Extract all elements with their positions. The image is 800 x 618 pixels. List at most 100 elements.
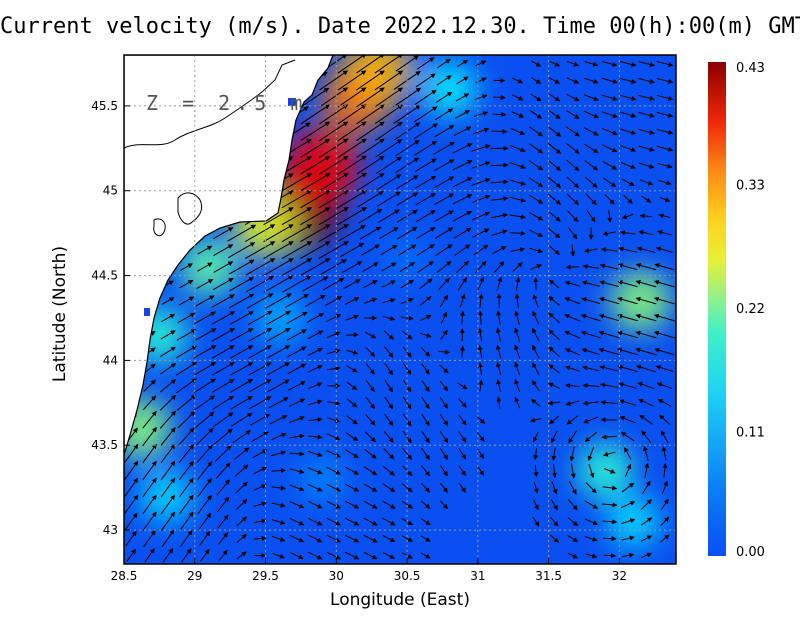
velocity-arrow xyxy=(617,296,638,305)
velocity-arrow xyxy=(653,313,675,322)
velocity-arrow xyxy=(252,449,268,459)
velocity-arrow xyxy=(490,179,509,185)
velocity-arrow xyxy=(621,518,636,525)
velocity-arrow xyxy=(618,382,637,389)
velocity-arrow xyxy=(419,314,432,322)
velocity-arrow xyxy=(326,534,341,543)
velocity-arrow xyxy=(531,60,542,67)
velocity-arrow xyxy=(337,155,367,175)
velocity-arrow xyxy=(281,207,313,226)
velocity-arrow xyxy=(471,161,491,169)
velocity-arrow xyxy=(662,463,668,478)
velocity-arrow xyxy=(337,121,367,142)
colorbar-tick-label: 0.11 xyxy=(736,426,765,441)
velocity-arrow xyxy=(638,94,655,101)
velocity-arrow xyxy=(199,530,211,546)
velocity-arrow xyxy=(551,447,557,461)
velocity-arrow xyxy=(656,77,674,84)
velocity-arrow xyxy=(433,159,455,172)
velocity-arrow xyxy=(585,482,597,494)
velocity-arrow xyxy=(383,330,394,340)
velocity-arrow xyxy=(512,262,523,272)
velocity-arrow xyxy=(365,363,375,375)
velocity-arrow xyxy=(567,499,578,511)
velocity-arrow xyxy=(384,413,394,427)
velocity-arrow xyxy=(439,465,448,477)
y-tick-label: 44 xyxy=(103,353,118,367)
velocity-arrow xyxy=(658,179,672,186)
velocity-arrow xyxy=(600,399,618,405)
velocity-arrow xyxy=(477,276,485,291)
velocity-arrow xyxy=(142,395,157,411)
velocity-arrow xyxy=(363,551,378,560)
velocity-arrow xyxy=(636,364,656,373)
velocity-arrow xyxy=(551,481,558,495)
velocity-arrow xyxy=(193,311,217,325)
velocity-arrow xyxy=(289,534,305,543)
velocity-arrow xyxy=(568,481,577,495)
velocity-arrow xyxy=(300,258,331,276)
velocity-arrow xyxy=(253,518,267,524)
velocity-arrow xyxy=(346,398,358,408)
velocity-arrow xyxy=(620,161,636,169)
velocity-arrow xyxy=(509,179,526,186)
velocity-arrow xyxy=(455,93,470,102)
velocity-arrow xyxy=(419,332,432,338)
velocity-arrow xyxy=(229,293,255,309)
velocity-arrow xyxy=(400,279,415,289)
velocity-arrow xyxy=(532,344,540,359)
velocity-arrow xyxy=(337,104,367,125)
velocity-arrow xyxy=(532,431,539,443)
velocity-arrow xyxy=(361,244,380,256)
velocity-arrow xyxy=(435,91,453,103)
velocity-arrow xyxy=(477,448,485,459)
velocity-arrow xyxy=(602,519,618,525)
velocity-arrow xyxy=(414,140,438,156)
velocity-arrow xyxy=(472,228,490,238)
velocity-arrow xyxy=(457,382,468,390)
velocity-arrow xyxy=(248,396,272,410)
velocity-arrow xyxy=(477,310,483,325)
velocity-arrow xyxy=(215,462,231,479)
velocity-arrow xyxy=(621,482,635,493)
velocity-arrow xyxy=(642,480,651,495)
velocity-arrow xyxy=(587,446,595,462)
velocity-arrow xyxy=(620,128,637,135)
velocity-arrow xyxy=(281,190,313,209)
velocity-arrow xyxy=(375,156,402,174)
velocity-arrow xyxy=(177,312,196,324)
coast-detail xyxy=(153,218,166,237)
velocity-arrow xyxy=(346,365,358,373)
velocity-arrow xyxy=(266,362,291,376)
velocity-arrow xyxy=(583,127,599,136)
velocity-arrow xyxy=(124,443,139,464)
velocity-arrow xyxy=(620,432,635,442)
velocity-arrow xyxy=(655,246,673,253)
velocity-arrow xyxy=(326,551,341,560)
velocity-arrow xyxy=(160,346,177,358)
velocity-arrow xyxy=(655,365,674,372)
velocity-arrow xyxy=(599,365,619,372)
velocity-arrow xyxy=(493,261,505,273)
velocity-arrow xyxy=(635,296,657,305)
velocity-arrow xyxy=(452,160,473,171)
velocity-arrow xyxy=(307,365,323,373)
velocity-arrow xyxy=(229,328,254,342)
velocity-arrow xyxy=(142,494,157,515)
velocity-arrow xyxy=(160,443,176,464)
velocity-arrow xyxy=(433,125,455,138)
velocity-arrow xyxy=(415,210,436,223)
velocity-arrow xyxy=(356,173,385,192)
velocity-arrow xyxy=(308,382,323,390)
velocity-arrow xyxy=(287,346,307,358)
colorbar-tick-label: 0.43 xyxy=(736,61,765,76)
velocity-arrow xyxy=(179,511,194,532)
velocity-arrow xyxy=(661,446,667,461)
velocity-arrow xyxy=(551,430,558,444)
velocity-arrow xyxy=(421,465,430,477)
velocity-arrow xyxy=(584,176,598,188)
velocity-arrow xyxy=(290,552,304,559)
velocity-arrow xyxy=(607,210,613,223)
velocity-arrow xyxy=(495,327,502,342)
velocity-arrow xyxy=(337,138,367,159)
